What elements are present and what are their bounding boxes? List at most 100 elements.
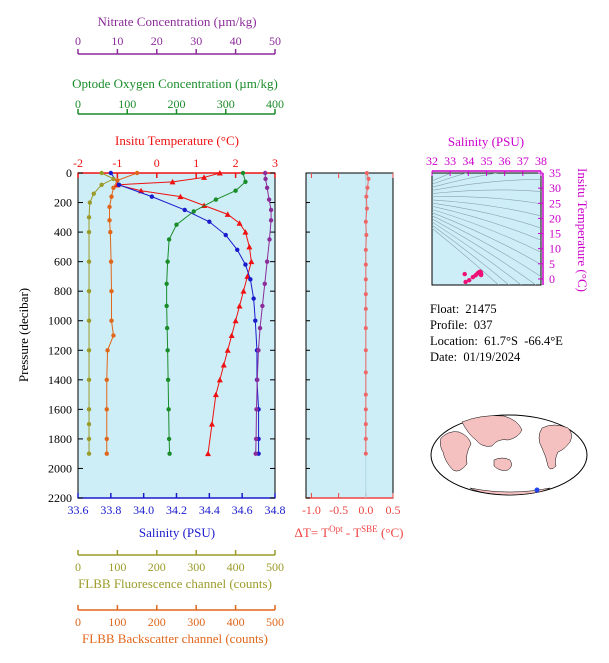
data-point [166,237,172,242]
data-point [268,218,274,223]
tick-label: 1000 [48,314,72,328]
series-line [88,172,115,454]
data-point [111,333,116,338]
tick-label: 800 [54,284,72,298]
density-contour [432,199,541,217]
data-point [107,204,112,210]
data-point [111,185,116,190]
float-location-marker [534,487,540,493]
data-point [363,277,368,282]
series-optode [164,170,248,456]
series-line [106,172,138,454]
data-point [248,258,255,265]
data-point [365,185,370,190]
data-point [363,219,368,224]
series-line [166,172,247,454]
data-point [177,193,184,200]
tick-label: 200 [168,97,186,111]
density-contour [432,215,541,277]
series-line [255,172,272,454]
data-point [363,436,368,441]
world-map [430,414,588,496]
data-point [207,219,212,224]
tick-label: 34.8 [265,503,286,517]
density-contour [432,205,541,241]
density-contour [432,202,541,229]
data-point [99,170,104,176]
tick-label: 200 [148,615,166,629]
data-point [208,421,215,427]
data-point [201,174,208,180]
tick-label: 0 [75,560,81,574]
data-point [91,191,96,196]
oxygen-axis: 0 100 200 300 400 [75,97,284,115]
tick-label: 0.0 [358,503,373,517]
data-point [364,233,369,238]
tick-label: 400 [266,97,284,111]
nitrate-axis-label: Nitrate Concentration (µm/kg) [97,14,256,29]
tick-label: 300 [187,615,205,629]
salinity-axis-label: Salinity (PSU) [139,525,215,540]
data-point [240,288,247,294]
data-point [262,281,267,286]
tick-label: 2000 [48,461,72,475]
data-point [363,392,368,397]
data-point [86,229,92,235]
data-point [363,451,368,456]
data-point [213,197,219,202]
tick-label: 30 [190,34,202,48]
data-point [87,200,93,205]
pressure-axis-label: Pressure (decibar) [16,288,31,382]
tick-label: 100 [108,560,126,574]
tick-label: 20 [549,211,561,225]
tick-label: 300 [217,97,235,111]
density-contour [432,179,541,191]
delta-t-axis: -1.0 -0.5 0.0 0.5 [302,172,401,517]
data-point [166,407,171,412]
ts-temperature-axis-label: Insitu Temperature (°C) [575,168,590,292]
backscatter-axis-label: FLBB Backscatter channel (counts) [82,631,268,646]
density-contour [432,221,522,285]
pressure-axis: 0 200 400 600 800 1000 1200 1400 1600 1800 2000 220… [48,166,275,505]
ts-series [462,269,484,285]
data-point [134,170,140,176]
data-point [86,288,92,294]
data-point [164,281,169,286]
data-point [86,259,92,264]
density-contour [432,196,541,205]
tick-label: 1 [193,156,199,170]
data-point [242,229,249,235]
tick-label: 1200 [48,343,72,357]
fluorescence-axis: 0 100 200 300 400 500 [75,550,284,574]
data-point [216,376,223,383]
tick-label: 400 [54,225,72,239]
data-point [174,222,179,227]
data-point [463,279,468,285]
data-point [364,171,369,175]
tick-label: 0 [75,97,81,111]
delta-t-series [363,171,371,456]
asia-land [461,415,523,447]
data-point [266,197,272,202]
data-point [149,194,155,199]
tick-label: 33.8 [100,503,121,517]
tick-label: 34.4 [199,503,220,517]
tick-label: 15 [549,227,561,241]
tick-label: 0 [75,34,81,48]
tick-label: 1800 [48,432,72,446]
data-point [107,218,112,223]
data-point [86,436,92,442]
data-point [236,220,243,226]
australia-land [493,457,512,471]
data-point [257,325,263,331]
data-point [109,194,114,199]
data-point [104,436,109,442]
data-point [260,303,265,309]
tick-label: 34 [462,154,474,168]
nitrate-axis: 0 10 20 30 40 50 [75,34,281,55]
tick-label: -1.0 [302,503,321,517]
data-point [99,182,104,188]
tick-label: 10 [549,242,561,256]
data-point [104,407,109,412]
